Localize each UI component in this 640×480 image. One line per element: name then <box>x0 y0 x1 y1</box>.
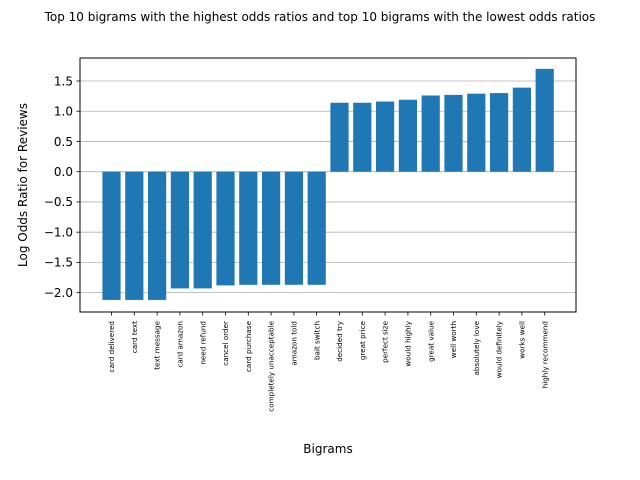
x-axis-ticks: card delivered card text text message card … <box>107 312 549 412</box>
bar <box>216 171 235 286</box>
bar <box>125 171 144 300</box>
x-tick-label: would highly <box>404 320 413 366</box>
bar <box>284 171 303 285</box>
x-axis-label: Bigrams <box>303 442 352 456</box>
bar <box>193 171 212 289</box>
x-tick-label: absolutely love <box>472 320 481 375</box>
bar <box>307 171 326 285</box>
plot-area-frame <box>79 57 577 313</box>
x-tick-label: great price <box>358 320 367 360</box>
y-tick-label: 1.0 <box>54 105 73 119</box>
bar <box>170 171 189 289</box>
x-tick-label: card purchase <box>244 320 253 372</box>
y-tick-label: −1.5 <box>44 256 73 270</box>
y-tick-label: −0.5 <box>44 195 73 209</box>
x-tick-label: great value <box>426 320 435 361</box>
y-tick-label: −2.0 <box>44 286 73 300</box>
x-tick-label: card delivered <box>107 321 116 372</box>
x-tick-label: cancel order <box>221 321 230 366</box>
y-tick-label: 0.5 <box>54 135 73 149</box>
bar <box>467 93 486 172</box>
bar <box>239 171 258 285</box>
bar <box>102 171 121 300</box>
bar <box>330 102 349 172</box>
x-tick-label: works well <box>518 321 527 359</box>
bar <box>535 68 554 172</box>
y-tick-label: 1.5 <box>54 74 73 88</box>
bar <box>148 171 167 300</box>
bar <box>512 87 531 172</box>
bar <box>376 101 395 172</box>
bar <box>398 99 417 172</box>
bar <box>490 93 509 172</box>
x-tick-label: would definitely <box>495 320 504 378</box>
bar <box>444 94 463 172</box>
bar <box>353 102 372 172</box>
bar <box>421 95 440 172</box>
x-tick-label: text message <box>153 320 162 369</box>
bar <box>262 171 281 285</box>
x-tick-label: completely unacceptable <box>267 320 276 411</box>
y-axis-label: Log Odds Ratio for Reviews <box>16 103 30 267</box>
x-tick-label: highly recommend <box>540 321 549 388</box>
x-tick-label: well worth <box>449 321 458 358</box>
x-tick-label: card amazon <box>176 321 185 368</box>
x-tick-label: amazon told <box>290 321 299 366</box>
x-tick-label: need refund <box>198 321 207 365</box>
y-tick-label: −1.0 <box>44 225 73 239</box>
x-tick-label: perfect size <box>381 320 390 362</box>
x-tick-label: bait switch <box>312 321 321 360</box>
y-axis-ticks: −2.0 −1.5 −1.0 −0.5 0.0 0.5 1.0 1.5 <box>44 74 80 300</box>
y-tick-label: 0.0 <box>54 165 73 179</box>
chart-title: Top 10 bigrams with the highest odds rat… <box>44 10 596 24</box>
x-tick-label: card text <box>130 321 139 353</box>
bars-group <box>102 68 554 300</box>
x-tick-label: decided try <box>335 320 344 362</box>
